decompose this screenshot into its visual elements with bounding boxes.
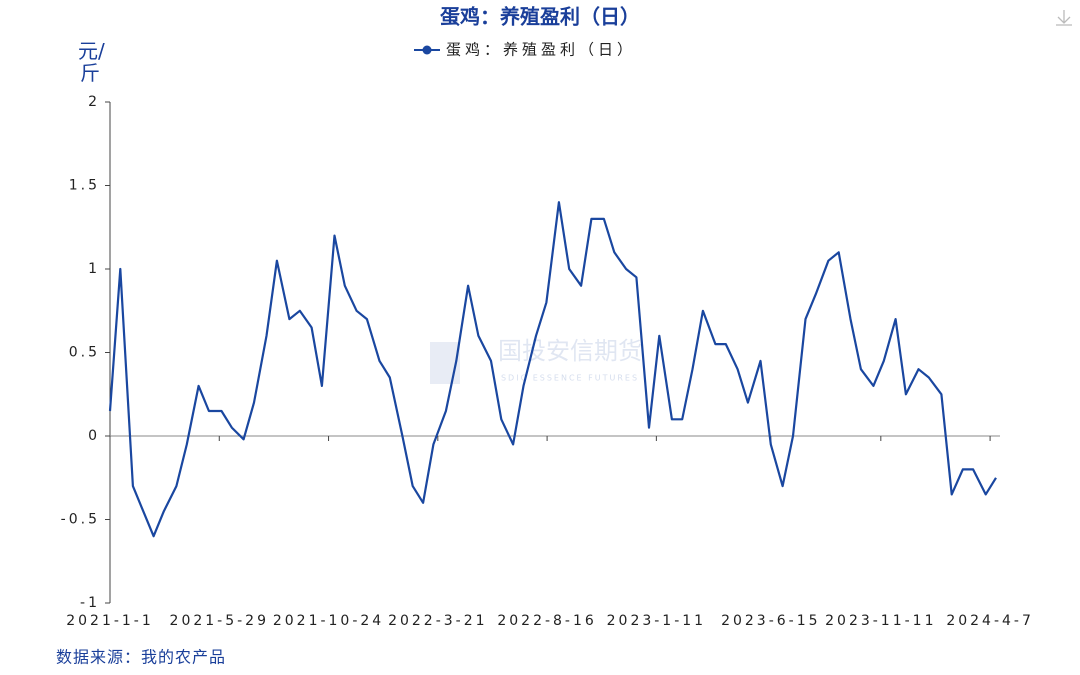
source: 数据来源：我的农产品 xyxy=(56,648,226,667)
data-line xyxy=(108,201,997,538)
x-tick-label: 2021-1-1 xyxy=(66,613,154,629)
x-tick-label: 2021-10-24 xyxy=(273,613,384,629)
x-tick-label: 2023-1-11 xyxy=(607,613,706,629)
y-tick-label: 0.5 xyxy=(69,345,100,361)
x-tick-label: 2023-6-15 xyxy=(721,613,820,629)
legend-label: 蛋鸡：养殖盈利（日） xyxy=(446,41,636,59)
download-icon[interactable] xyxy=(1056,10,1072,26)
watermark: 国投安信期货 xyxy=(498,337,642,365)
x-tick-label: 2022-3-21 xyxy=(388,613,487,629)
x-tick-label: 2022-8-16 xyxy=(497,613,596,629)
y-tick-label: 1 xyxy=(88,261,100,277)
y-tick-label: 1.5 xyxy=(69,178,100,194)
y-tick-label: -1 xyxy=(80,595,100,611)
y-tick-label: -0.5 xyxy=(61,512,100,528)
y-axis-label: 元/斤 xyxy=(78,39,105,85)
x-tick-label: 2023-11-11 xyxy=(825,613,936,629)
y-tick-label: 2 xyxy=(88,94,100,110)
chart-title: 蛋鸡：养殖盈利（日） xyxy=(440,5,640,29)
y-tick-label: 0 xyxy=(88,428,100,444)
x-tick-label: 2021-5-29 xyxy=(170,613,269,629)
x-tick-label: 2024-4-7 xyxy=(946,613,1034,629)
legend-marker xyxy=(422,45,432,55)
watermark-en: SDIC ESSENCE FUTURES xyxy=(501,374,639,383)
